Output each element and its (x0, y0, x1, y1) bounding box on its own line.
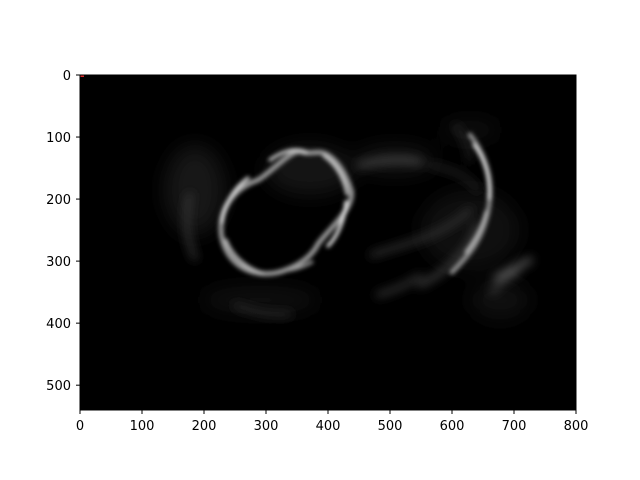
x-tick-label: 100 (130, 419, 155, 434)
x-tick-label: 0 (76, 419, 84, 434)
origin-marker (80, 75, 84, 77)
x-tick-label: 300 (254, 419, 279, 434)
y-tick-label: 500 (46, 379, 71, 394)
x-tick-label: 400 (316, 419, 341, 434)
y-axis: 0 100 200 300 400 500 (46, 69, 80, 394)
x-tick-label: 500 (378, 419, 403, 434)
x-tick-label: 600 (440, 419, 465, 434)
y-tick-label: 100 (46, 131, 71, 146)
x-tick-label: 200 (192, 419, 217, 434)
x-axis: 0 100 200 300 400 500 600 700 800 (76, 410, 589, 434)
y-tick-label: 300 (46, 255, 71, 270)
image-content (165, 120, 533, 320)
x-tick-label: 700 (502, 419, 527, 434)
y-tick-label: 0 (63, 69, 71, 84)
x-tick-label: 800 (564, 419, 589, 434)
y-tick-label: 200 (46, 193, 71, 208)
y-tick-label: 400 (46, 317, 71, 332)
